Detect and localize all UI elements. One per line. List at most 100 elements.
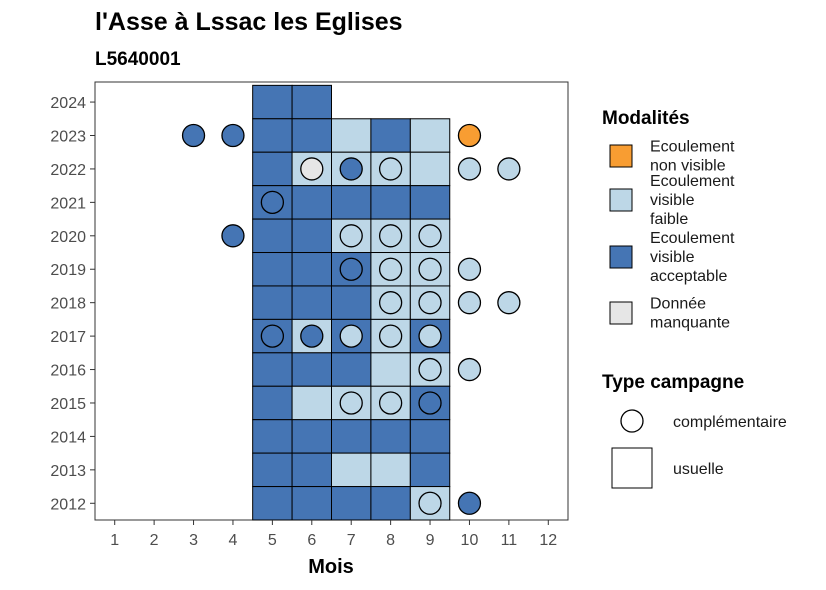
chart-subtitle: L5640001 bbox=[95, 49, 181, 70]
usuelle-tile bbox=[252, 218, 293, 254]
y-tick-label: 2020 bbox=[50, 229, 86, 246]
y-tick-label: 2024 bbox=[50, 95, 86, 112]
usuelle-tile bbox=[252, 486, 293, 521]
x-tick-label: 6 bbox=[307, 532, 316, 549]
usuelle-tile bbox=[291, 118, 333, 153]
complementaire-point bbox=[339, 324, 363, 348]
complementaire-point bbox=[457, 257, 482, 281]
legend-campagne: complémentaire usuelle bbox=[611, 409, 787, 489]
complementaire-point bbox=[378, 157, 403, 181]
usuelle-tile bbox=[252, 252, 293, 287]
usuelle-tile bbox=[252, 285, 293, 320]
legend-label-vf: Ecoulement bbox=[650, 173, 735, 190]
complementaire-point bbox=[378, 391, 403, 415]
y-tick-label: 2021 bbox=[50, 195, 86, 212]
usuelle-tile bbox=[291, 252, 333, 287]
usuelle-tile bbox=[291, 285, 333, 320]
x-tick-label: 7 bbox=[347, 532, 356, 549]
usuelle-tile bbox=[370, 486, 411, 521]
complementaire-point bbox=[457, 157, 482, 181]
legend-label-vf: visible bbox=[650, 192, 695, 209]
x-tick-label: 12 bbox=[539, 532, 557, 549]
complementaire-point bbox=[260, 324, 285, 348]
legend-label-va: acceptable bbox=[650, 268, 727, 285]
legend-modalites-title: Modalités bbox=[602, 108, 690, 129]
usuelle-tile bbox=[370, 452, 411, 488]
usuelle-tile bbox=[331, 419, 372, 454]
complementaire-point bbox=[457, 123, 482, 148]
legend-label-complementaire: complémentaire bbox=[673, 414, 787, 431]
legend-label-nv: Ecoulement bbox=[650, 139, 735, 156]
complementaire-point bbox=[339, 157, 363, 181]
complementaire-point bbox=[457, 357, 482, 382]
legend-label-vf: faible bbox=[650, 211, 688, 228]
complementaire-point bbox=[260, 190, 285, 215]
complementaire-points bbox=[181, 123, 521, 515]
usuelle-tile bbox=[291, 352, 333, 387]
usuelle-tile bbox=[252, 84, 293, 120]
complementaire-point bbox=[378, 257, 403, 281]
x-tick-label: 10 bbox=[461, 532, 479, 549]
chart-title: l'Asse à Lssac les Eglises bbox=[95, 8, 403, 36]
legend-key-nv bbox=[609, 144, 633, 168]
usuelle-tile bbox=[252, 385, 293, 421]
y-tick-label: 2016 bbox=[50, 363, 86, 380]
usuelle-tile bbox=[370, 185, 411, 220]
complementaire-point bbox=[497, 291, 521, 315]
x-tick-label: 4 bbox=[229, 532, 238, 549]
usuelle-tile bbox=[331, 285, 372, 320]
usuelle-tile bbox=[252, 352, 293, 387]
complementaire-point bbox=[418, 324, 442, 348]
y-tick-label: 2015 bbox=[50, 396, 86, 413]
legend-key-dm bbox=[609, 301, 633, 325]
usuelle-tile bbox=[252, 452, 293, 488]
usuelle-tile bbox=[409, 419, 451, 454]
y-tick-label: 2017 bbox=[50, 329, 86, 346]
usuelle-tile bbox=[409, 151, 451, 187]
complementaire-point bbox=[339, 391, 363, 415]
y-tick-label: 2023 bbox=[50, 128, 86, 145]
usuelle-tile bbox=[252, 151, 293, 187]
complementaire-point bbox=[418, 257, 442, 281]
x-tick-label: 11 bbox=[501, 532, 518, 549]
usuelle-tile bbox=[291, 218, 333, 254]
usuelle-tile bbox=[331, 486, 372, 521]
usuelle-tile bbox=[331, 118, 372, 153]
complementaire-point bbox=[378, 224, 403, 248]
x-tick-label: 3 bbox=[189, 532, 198, 549]
complementaire-point bbox=[339, 257, 363, 281]
complementaire-point bbox=[378, 291, 403, 315]
y-tick-label: 2012 bbox=[50, 496, 86, 513]
usuelle-tile bbox=[252, 118, 293, 153]
legend-campagne-title: Type campagne bbox=[602, 372, 744, 393]
usuelle-tile bbox=[370, 118, 411, 153]
usuelle-tile bbox=[409, 452, 451, 488]
y-tick-label: 2018 bbox=[50, 296, 86, 313]
y-tick-label: 2019 bbox=[50, 262, 86, 279]
complementaire-point bbox=[418, 357, 442, 382]
legend-key-complementaire bbox=[620, 409, 644, 433]
complementaire-point bbox=[181, 123, 206, 148]
complementaire-point bbox=[418, 391, 442, 415]
legend-label-dm: Donnée bbox=[650, 296, 706, 313]
usuelle-tile bbox=[409, 118, 451, 153]
x-tick-label: 5 bbox=[268, 532, 277, 549]
legend-key-usuelle bbox=[611, 447, 653, 489]
legend-key-va bbox=[609, 245, 633, 269]
complementaire-point bbox=[378, 324, 403, 348]
usuelle-tile bbox=[291, 419, 333, 454]
x-tick-label: 8 bbox=[386, 532, 395, 549]
usuelle-tile bbox=[291, 185, 333, 220]
y-axis: 2012 2013 2014 2015 2016 2017 2018 2019 2020 2021… bbox=[50, 95, 95, 513]
usuelle-tile bbox=[331, 185, 372, 220]
legend-label-va: Ecoulement bbox=[650, 230, 735, 247]
y-tick-label: 2013 bbox=[50, 463, 86, 480]
usuelle-tile bbox=[291, 452, 333, 488]
complementaire-point bbox=[497, 157, 521, 181]
complementaire-point bbox=[457, 491, 482, 515]
usuelle-tile bbox=[331, 352, 372, 387]
usuelle-tile bbox=[291, 486, 333, 521]
usuelle-tile bbox=[291, 84, 333, 120]
